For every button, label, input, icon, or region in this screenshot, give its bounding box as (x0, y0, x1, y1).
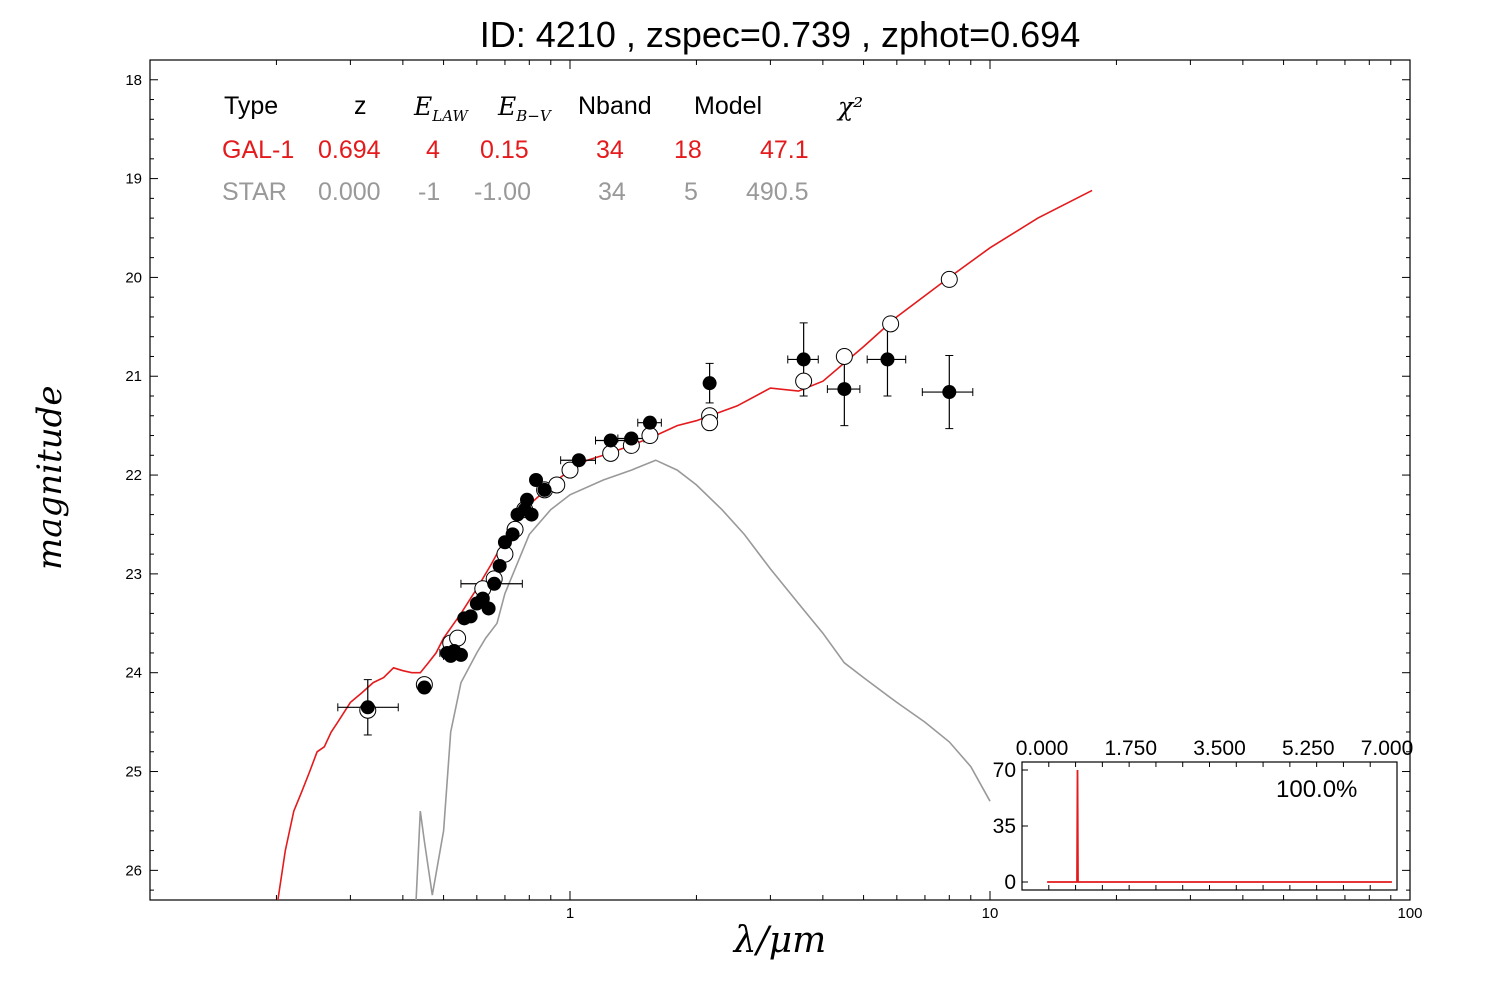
observed-point (492, 558, 507, 573)
observed-point (453, 647, 468, 662)
inset-x-tick-label: 3.500 (1193, 737, 1246, 760)
gal-type: GAL-1 (222, 136, 295, 164)
star-nband: 34 (598, 178, 626, 206)
inset-y-tick-label: 70 (993, 759, 1016, 782)
observed-point (571, 453, 586, 468)
y-tick-label: 26 (125, 862, 142, 879)
plot-frame (149, 59, 1411, 901)
gal-chi2: 47.1 (760, 136, 809, 164)
observed-point (624, 431, 639, 446)
legend-header-elaw: ELAW (414, 92, 468, 125)
star-elaw: -1 (418, 178, 441, 206)
observed-point (702, 376, 717, 391)
observed-point (524, 507, 539, 522)
inset-y-tick-label: 35 (993, 815, 1016, 838)
model-magnitude-point (835, 347, 853, 365)
observed-point (537, 482, 552, 497)
y-tick-label: 22 (125, 467, 142, 484)
observed-point (520, 492, 535, 507)
y-tick-label: 24 (125, 665, 142, 682)
x-tick-label: 1 (566, 905, 574, 922)
gal-z: 0.694 (318, 136, 381, 164)
model-magnitude-point (940, 270, 958, 288)
observed-point (529, 473, 544, 487)
inset-x-tick-label: 5.250 (1282, 737, 1335, 760)
observed-point (463, 609, 478, 624)
star-type: STAR (222, 178, 287, 206)
observed-point (642, 415, 657, 430)
y-tick-label: 20 (125, 269, 142, 286)
chart-title: ID: 4210 , zspec=0.739 , zphot=0.694 (479, 14, 1081, 55)
star-model: 5 (684, 178, 698, 206)
inset-x-tick-label: 0.000 (1016, 737, 1069, 760)
observed-point (837, 382, 852, 397)
legend-header-nband: Nband (578, 92, 652, 120)
legend-header-chi2: χ² (838, 92, 864, 121)
inset-y-tick-label: 0 (1004, 871, 1016, 894)
observed-point (880, 352, 895, 367)
inset-x-tick-label: 7.000 (1361, 737, 1414, 760)
gal-ebv: 0.15 (480, 136, 529, 164)
observed-point (417, 680, 432, 695)
observed-point (487, 576, 502, 591)
y-tick-label: 19 (125, 171, 142, 188)
y-tick-label: 25 (125, 764, 142, 781)
inset-frame (1021, 761, 1398, 891)
model-magnitude-point (701, 414, 719, 432)
model-magnitude-point (795, 372, 813, 390)
gal-nband: 34 (596, 136, 624, 164)
observed-point (505, 527, 520, 542)
y-tick-label: 21 (125, 368, 142, 385)
legend-header-z: z (354, 92, 367, 120)
legend-header-ebv: EB−V (498, 92, 551, 125)
model-magnitude-point (602, 444, 620, 462)
x-tick-label: 100 (1397, 905, 1422, 922)
x-tick-label: 10 (982, 905, 999, 922)
model-magnitude-point (561, 461, 579, 479)
gal-elaw: 4 (426, 136, 440, 164)
model-magnitude-point (641, 427, 659, 445)
observed-point (360, 700, 375, 715)
star-chi2: 490.5 (746, 178, 809, 206)
legend-header-model: Model (694, 92, 763, 120)
inset-pdz-line (1047, 769, 1392, 883)
gal-model: 18 (674, 136, 702, 164)
star-z: 0.000 (318, 178, 381, 206)
model-magnitude-point (449, 629, 467, 647)
inset-probability-label: 100.0% (1276, 776, 1358, 803)
y-tick-label: 23 (125, 566, 142, 583)
observed-point (481, 601, 496, 616)
star-ebv: -1.00 (474, 178, 531, 206)
y-tick-label: 18 (125, 72, 142, 89)
galaxy-model-line (277, 189, 1093, 900)
legend-header-type: Type (224, 92, 279, 120)
model-magnitude-point (882, 315, 900, 333)
observed-point (796, 352, 811, 367)
inset-x-tick-label: 1.750 (1104, 737, 1157, 760)
star-model-line (415, 459, 991, 900)
observed-point (603, 433, 618, 448)
x-axis-label: λ/μm (733, 920, 827, 961)
observed-point (942, 385, 957, 400)
